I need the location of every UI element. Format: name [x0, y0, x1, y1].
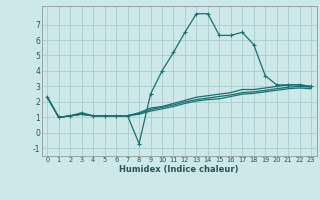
X-axis label: Humidex (Indice chaleur): Humidex (Indice chaleur) — [119, 165, 239, 174]
